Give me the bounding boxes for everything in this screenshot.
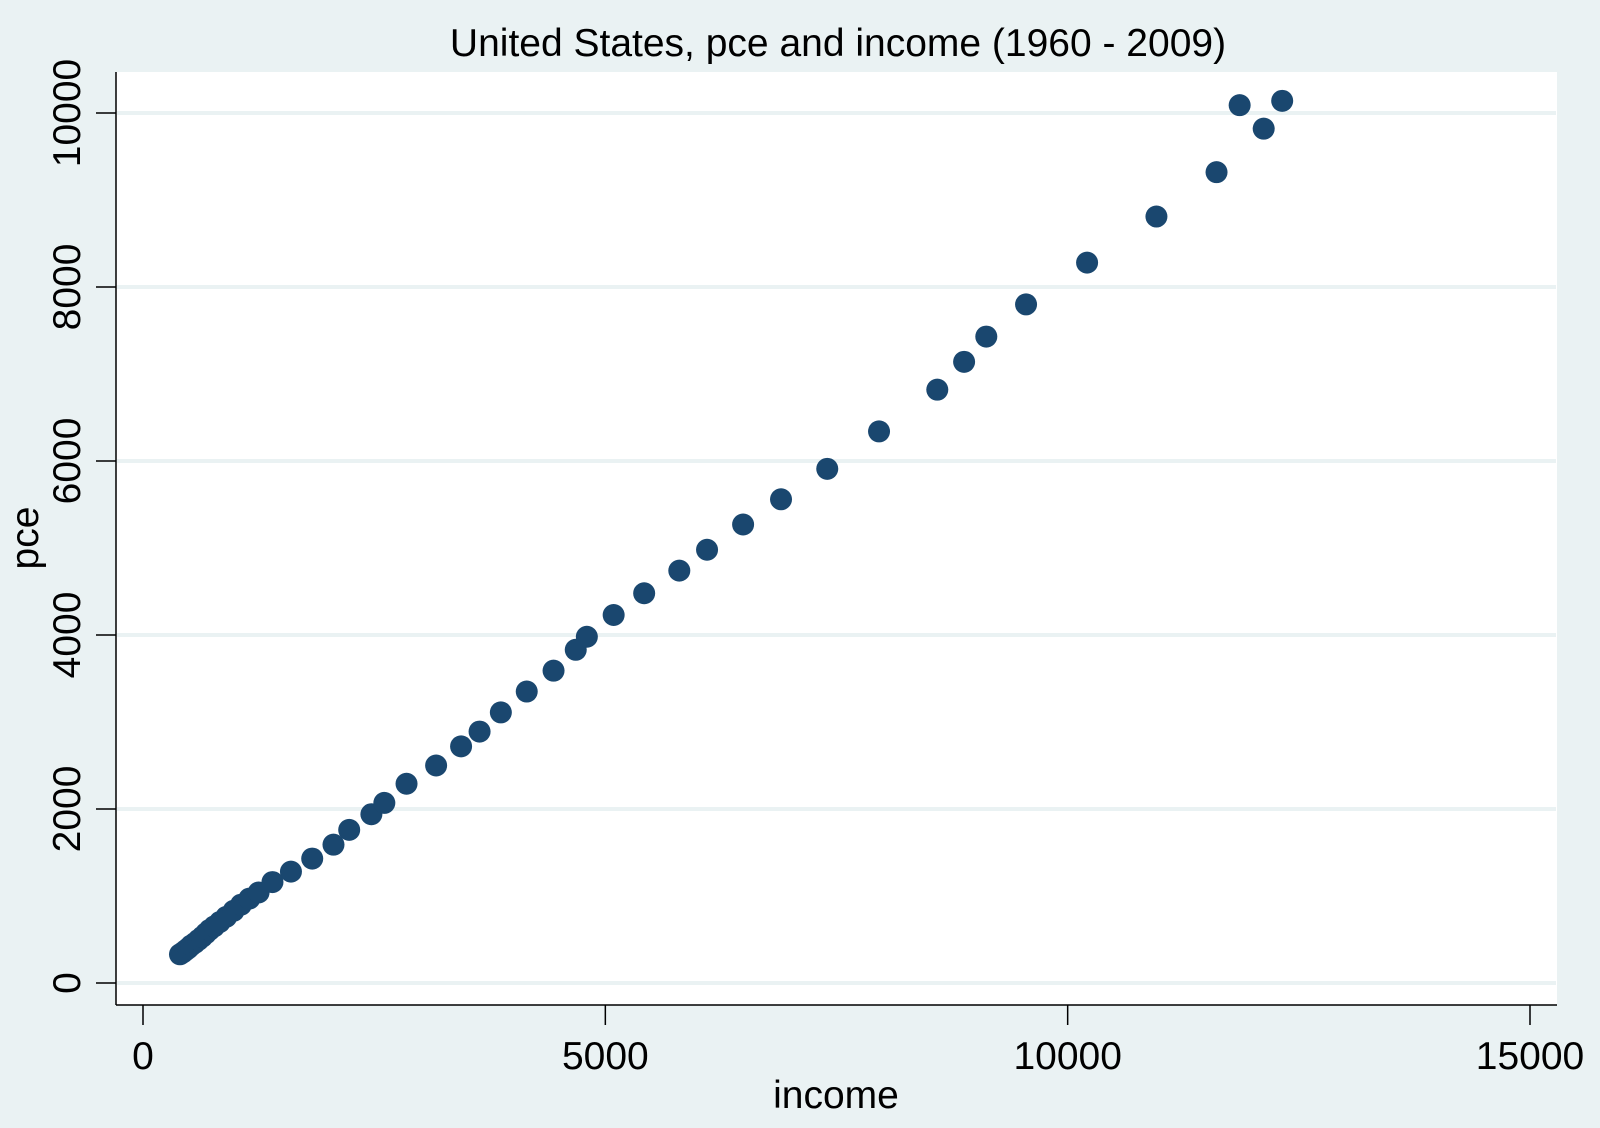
data-point-40	[868, 420, 891, 443]
data-point-23	[373, 791, 396, 814]
data-point-17	[261, 871, 284, 894]
data-point-24	[395, 772, 418, 795]
gridlines	[117, 111, 1556, 985]
data-point-46	[1145, 205, 1168, 228]
data-point-49	[1252, 117, 1275, 140]
y-tick-label-2: 4000	[46, 592, 89, 679]
y-tick-label-1: 2000	[46, 766, 89, 853]
x-axis-title: income	[773, 1074, 899, 1117]
data-point-50	[1271, 89, 1294, 112]
x-tick-label-3: 15000	[1476, 1035, 1584, 1078]
data-point-35	[668, 559, 691, 582]
data-point-41	[926, 378, 949, 401]
data-point-37	[732, 513, 755, 536]
data-point-25	[425, 754, 448, 777]
x-tick-label-2: 10000	[1013, 1035, 1121, 1078]
data-point-33	[602, 603, 625, 626]
data-point-27	[468, 720, 491, 743]
y-axis-title: pce	[4, 507, 47, 570]
data-point-26	[450, 735, 473, 758]
x-tick-label-1: 5000	[562, 1035, 649, 1078]
data-point-32	[575, 625, 598, 648]
data-point-29	[515, 680, 538, 703]
plot-area	[116, 72, 1557, 1005]
data-point-44	[1015, 293, 1038, 316]
y-tick-label-0: 0	[46, 972, 89, 994]
y-tick-label-5: 10000	[46, 59, 89, 167]
data-point-34	[633, 582, 656, 605]
data-point-36	[696, 538, 719, 561]
data-point-18	[279, 860, 302, 883]
data-point-45	[1076, 251, 1099, 274]
data-point-47	[1205, 161, 1228, 184]
data-points	[168, 89, 1294, 966]
chart-title: United States, pce and income (1960 - 20…	[450, 22, 1226, 65]
data-point-28	[489, 701, 512, 724]
data-point-43	[975, 325, 998, 348]
ticks: 0 2000 4000 6000 8000 10000 0 5000 10000 15000	[46, 59, 1584, 1078]
data-point-42	[953, 350, 976, 373]
data-point-20	[322, 833, 345, 856]
x-tick-label-0: 0	[132, 1035, 154, 1078]
data-point-38	[770, 488, 793, 511]
data-point-19	[301, 847, 324, 870]
data-point-30	[542, 659, 565, 682]
data-point-21	[338, 818, 361, 841]
y-tick-label-3: 6000	[46, 418, 89, 505]
y-tick-label-4: 8000	[46, 244, 89, 331]
data-point-39	[816, 457, 839, 480]
axes	[115, 72, 1557, 1006]
data-point-48	[1228, 94, 1251, 117]
